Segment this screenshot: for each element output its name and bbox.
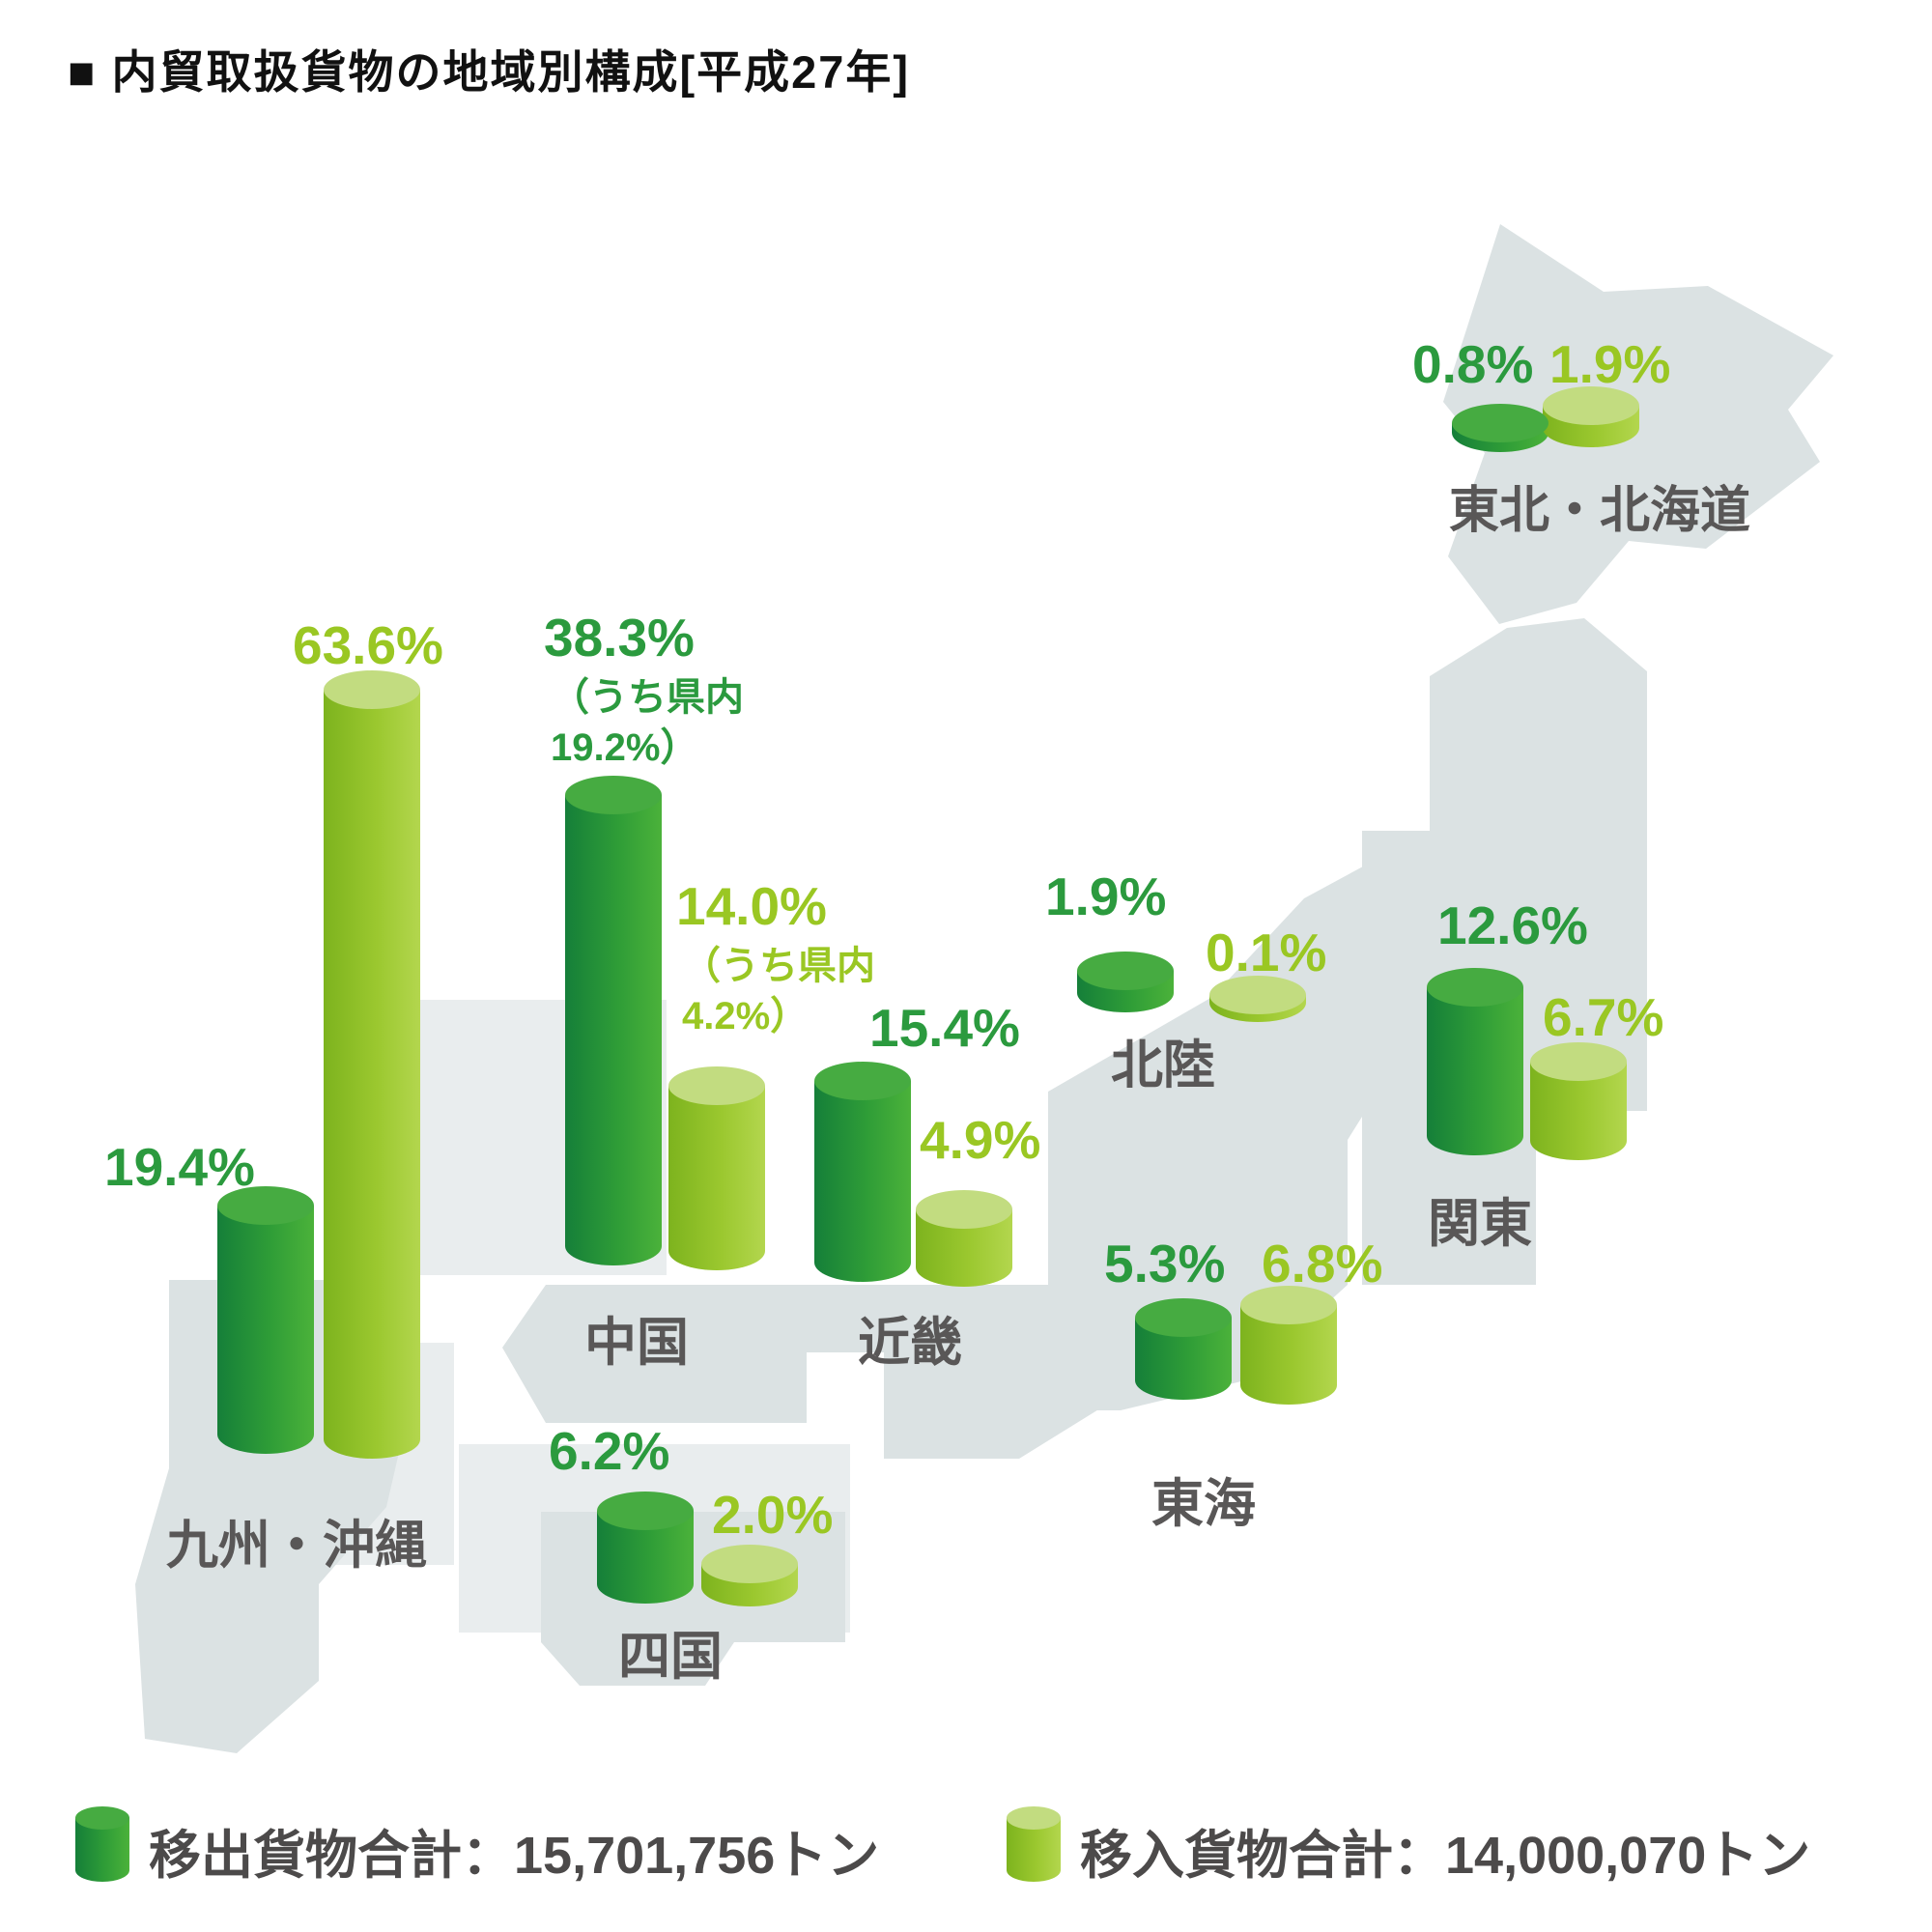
cylinder-top: [324, 670, 420, 709]
cylinder-top: [1543, 386, 1639, 425]
region-label-tohoku-hokkaido: 東北・北海道: [1449, 483, 1751, 539]
cylinder-top: [565, 776, 662, 814]
pct-shikoku-inbound: 2.0%: [712, 1485, 834, 1545]
cylinder-top: [1209, 976, 1306, 1014]
bar-kyushu-okinawa-inbound: [324, 670, 420, 1459]
bar-tohoku-hokkaido-outbound: [1452, 404, 1548, 452]
pct-chugoku-outbound: 38.3%: [544, 608, 695, 668]
cylinder-top: [701, 1545, 798, 1583]
pct-hokuriku-outbound: 1.9%: [1045, 867, 1167, 926]
region-label-tokai: 東海: [1151, 1475, 1256, 1533]
pct-tohoku-hokkaido-inbound: 1.9%: [1549, 334, 1671, 394]
cylinder-top: [1077, 952, 1174, 990]
cylinder-body: [217, 1206, 314, 1454]
bar-shikoku-inbound: [701, 1545, 798, 1606]
legend-outbound-label: 移出貨物合計：15,701,756トン: [149, 1827, 880, 1885]
bar-hokuriku-inbound: [1209, 976, 1306, 1022]
cylinder-body: [565, 795, 662, 1265]
pct-kinki-outbound: 15.4%: [869, 998, 1020, 1058]
bar-kanto-outbound: [1427, 968, 1523, 1155]
bar-kinki-inbound: [916, 1190, 1012, 1287]
legend-inbound-label: 移入貨物合計：14,000,070トン: [1080, 1827, 1811, 1885]
pct-shikoku-outbound: 6.2%: [549, 1421, 670, 1481]
cylinder-top: [668, 1066, 765, 1105]
bar-kanto-inbound: [1530, 1042, 1627, 1160]
region-label-hokuriku: 北陸: [1111, 1037, 1215, 1094]
note-chugoku-inbound-prefecture-share: （うち県内 4.2%）: [682, 945, 875, 1037]
bar-tokai-inbound: [1240, 1286, 1337, 1405]
cylinder-top: [1530, 1042, 1627, 1081]
pct-chugoku-inbound: 14.0%: [676, 876, 827, 936]
map-tohoku: [1430, 618, 1647, 869]
cylinder-body: [1427, 987, 1523, 1155]
cylinder-top: [1427, 968, 1523, 1007]
pct-tokai-outbound: 5.3%: [1104, 1234, 1226, 1293]
cylinder-top: [1240, 1286, 1337, 1324]
legend-inbound-cylinder-icon: [1007, 1806, 1061, 1882]
region-label-kyushu-okinawa: 九州・沖縄: [166, 1517, 427, 1575]
page-title: ■ 内貿取扱貨物の地域別構成[平成27年]: [68, 46, 911, 98]
bar-shikoku-outbound: [597, 1492, 694, 1604]
bar-chugoku-inbound: [668, 1066, 765, 1270]
pct-kyushu-okinawa-inbound: 63.6%: [293, 615, 443, 675]
cylinder-body: [814, 1081, 911, 1282]
note-chugoku-outbound-prefecture-share: （うち県内 19.2%）: [551, 676, 744, 769]
cylinder-body: [324, 690, 420, 1459]
cylinder-top: [597, 1492, 694, 1530]
cylinder-top: [1452, 404, 1548, 442]
region-label-kanto: 関東: [1428, 1195, 1532, 1253]
pct-kanto-outbound: 12.6%: [1437, 895, 1588, 955]
region-label-kinki: 近畿: [858, 1314, 962, 1372]
cylinder-top: [217, 1186, 314, 1225]
legend-outbound-cylinder-icon: [75, 1806, 129, 1882]
cylinder-body: [668, 1086, 765, 1270]
map-chubu: [1048, 836, 1420, 1410]
pct-tohoku-hokkaido-outbound: 0.8%: [1412, 334, 1534, 394]
bar-tohoku-hokkaido-inbound: [1543, 386, 1639, 447]
pct-kanto-inbound: 6.7%: [1543, 987, 1664, 1047]
pct-kinki-inbound: 4.9%: [920, 1110, 1041, 1170]
cylinder-top: [1135, 1298, 1232, 1337]
pct-tokai-inbound: 6.8%: [1262, 1234, 1383, 1293]
cylinder-top: [814, 1062, 911, 1100]
bar-hokuriku-outbound: [1077, 952, 1174, 1012]
pct-kyushu-okinawa-outbound: 19.4%: [104, 1137, 255, 1197]
bar-tokai-outbound: [1135, 1298, 1232, 1400]
region-label-chugoku: 中国: [584, 1314, 689, 1372]
region-label-shikoku: 四国: [618, 1628, 723, 1686]
cylinder-top: [1007, 1806, 1061, 1830]
map-chugoku-kinki: [502, 1285, 1121, 1459]
pct-hokuriku-inbound: 0.1%: [1206, 923, 1327, 982]
cylinder-top: [75, 1806, 129, 1830]
bar-chugoku-outbound: [565, 776, 662, 1265]
bar-kyushu-okinawa-outbound: [217, 1186, 314, 1454]
bar-kinki-outbound: [814, 1062, 911, 1282]
cylinder-top: [916, 1190, 1012, 1229]
